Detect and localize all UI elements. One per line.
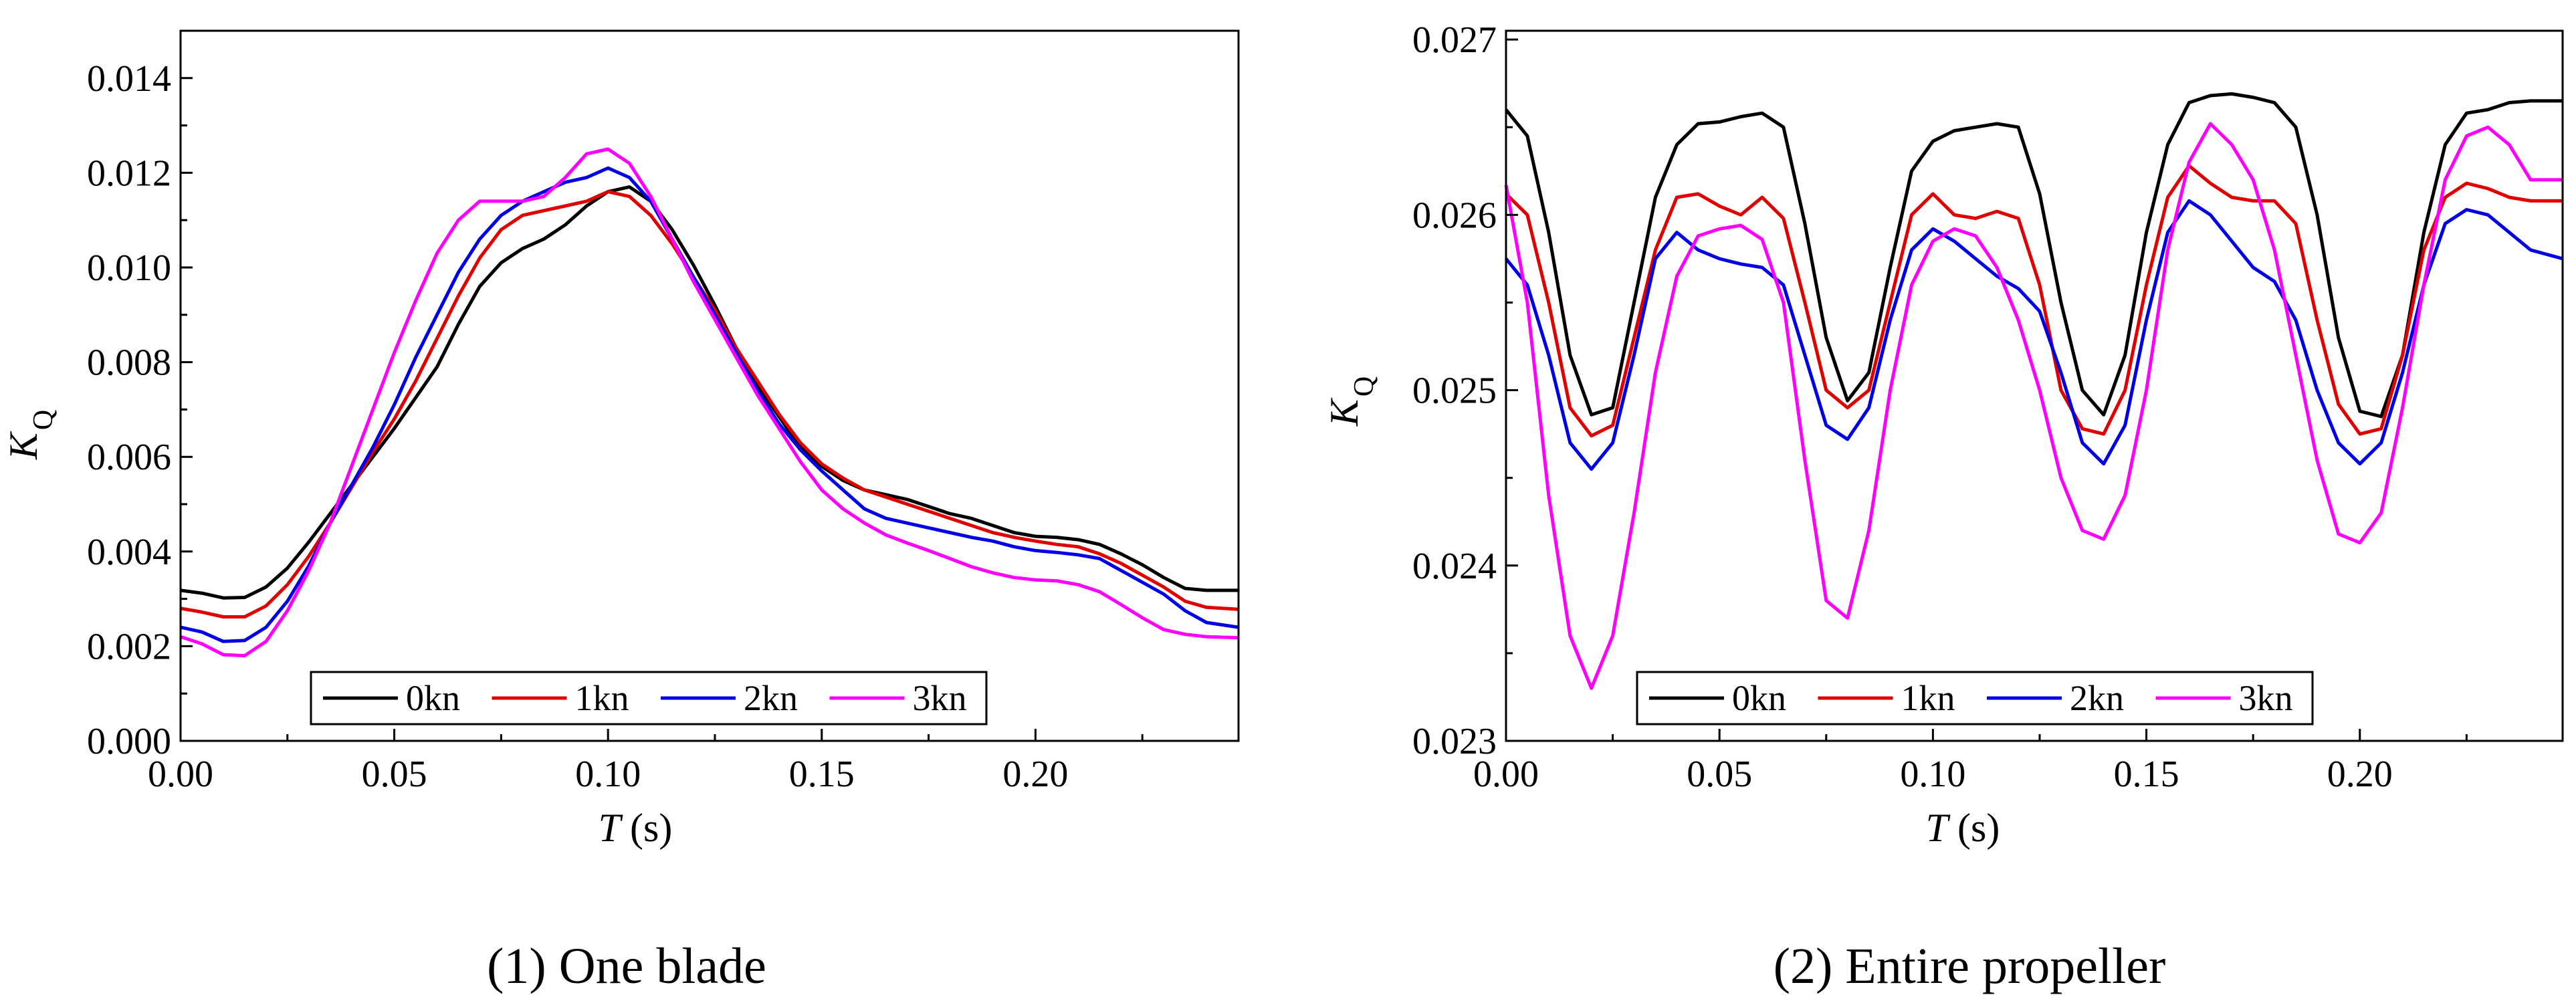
tick-labels: 0.00 0.05 0.10 0.15 0.20 0.000 0.002 0.004 0.006…: [87, 58, 1068, 795]
legend-label-3kn: 3kn: [2239, 678, 2293, 718]
series-line-3kn: [180, 147, 1239, 658]
x-axis-label-main: T: [599, 806, 623, 850]
legend-items: 0kn 1kn 2kn 3kn: [1649, 678, 2293, 718]
x-tick-label: 0.15: [789, 754, 855, 795]
caption: (1) One blade: [487, 938, 766, 994]
legend-items: 0kn 1kn 2kn 3kn: [323, 678, 967, 718]
plot-lines: [180, 147, 1239, 658]
x-tick-label: 0.20: [2327, 754, 2393, 795]
legend-label-1kn: 1kn: [1901, 678, 1955, 718]
y-tick-label: 0.004: [87, 532, 171, 573]
y-tick-label: 0.026: [1412, 195, 1497, 236]
y-axis-label: KQ: [1, 410, 59, 460]
y-tick-label: 0.027: [1412, 19, 1497, 61]
x-axis-label: T (s): [599, 806, 673, 850]
y-axis-label-sub: Q: [1349, 376, 1380, 397]
x-tick-label: 0.00: [1473, 754, 1539, 795]
y-tick-label: 0.025: [1412, 370, 1497, 412]
legend-label-2kn: 2kn: [744, 678, 798, 718]
plot-frame: [179, 29, 1240, 742]
plot-frame: [1505, 29, 2564, 742]
x-tick-label: 0.10: [1900, 754, 1965, 795]
series-line-1kn: [180, 190, 1239, 619]
x-tick-label: 0.00: [148, 754, 213, 795]
x-tick-label: 0.05: [362, 754, 427, 795]
y-tick-label: 0.023: [1412, 721, 1497, 762]
x-tick-label: 0.10: [575, 754, 641, 795]
legend-label-2kn: 2kn: [2070, 678, 2124, 718]
caption: (2) Entire propeller: [1774, 938, 2166, 994]
x-axis-label-main: T: [1926, 806, 1951, 850]
legend-label-0kn: 0kn: [1732, 678, 1786, 718]
x-tick-label: 0.05: [1687, 754, 1752, 795]
ticks: [1505, 38, 2468, 742]
series-line-2kn: [180, 166, 1239, 643]
legend-label-3kn: 3kn: [913, 678, 967, 718]
y-tick-label: 0.006: [87, 437, 171, 478]
y-axis-label-main: K: [1322, 397, 1366, 427]
chart-entire-propeller: 0.00 0.05 0.10 0.15 0.20 0.023 0.024 0.025 0.026…: [1322, 19, 2564, 994]
y-tick-label: 0.014: [87, 58, 171, 100]
y-tick-label: 0.010: [87, 247, 171, 289]
y-tick-label: 0.008: [87, 342, 171, 384]
x-axis-label: T (s): [1926, 806, 2000, 850]
plot-lines: [1504, 92, 2563, 690]
x-axis-label-unit: (s): [630, 806, 672, 850]
legend-label-0kn: 0kn: [406, 678, 460, 718]
tick-labels: 0.00 0.05 0.10 0.15 0.20 0.023 0.024 0.025 0.026…: [1412, 19, 2393, 795]
series-line-0kn: [180, 185, 1239, 600]
series-line-0kn: [1505, 92, 2563, 419]
y-tick-label: 0.002: [87, 626, 171, 667]
y-tick-label: 0.024: [1412, 546, 1497, 587]
series-line-3kn: [1504, 122, 2563, 690]
y-axis-label-sub: Q: [28, 410, 59, 430]
legend-label-1kn: 1kn: [575, 678, 629, 718]
y-axis-label: KQ: [1322, 376, 1380, 427]
series-line-2kn: [1505, 199, 2563, 471]
x-axis-label-unit: (s): [1957, 806, 2000, 850]
ticks: [179, 77, 1144, 742]
chart-one-blade: 0.00 0.05 0.10 0.15 0.20 0.000 0.002 0.004 0.006…: [1, 29, 1240, 994]
x-tick-label: 0.20: [1002, 754, 1068, 795]
series-line-1kn: [1505, 164, 2563, 438]
y-tick-label: 0.012: [87, 152, 171, 194]
x-tick-label: 0.15: [2114, 754, 2179, 795]
y-axis-label-main: K: [1, 431, 45, 460]
y-tick-label: 0.000: [87, 721, 171, 762]
